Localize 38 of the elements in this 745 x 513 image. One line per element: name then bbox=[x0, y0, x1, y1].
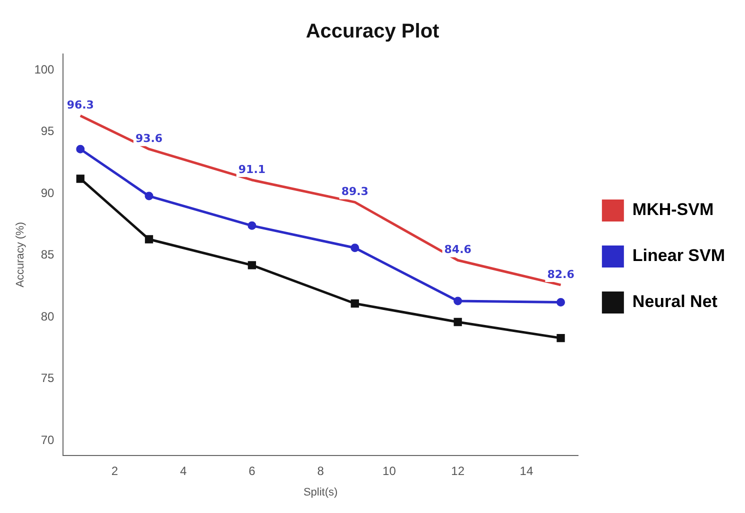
data-label: 96.3 bbox=[66, 98, 94, 112]
y-tick-label: 75 bbox=[40, 371, 55, 386]
point bbox=[76, 174, 84, 183]
x-tick-label: 12 bbox=[451, 464, 465, 478]
y-axis-title: Accuracy (%) bbox=[14, 222, 27, 288]
point bbox=[76, 144, 85, 154]
legend-label: Linear SVM bbox=[632, 246, 726, 266]
point bbox=[350, 299, 359, 308]
legend-label: Neural Net bbox=[632, 292, 718, 312]
y-tick-label: 100 bbox=[34, 62, 55, 76]
x-tick-label: 8 bbox=[317, 464, 324, 478]
y-tick-label: 85 bbox=[40, 248, 55, 262]
point bbox=[144, 192, 154, 200]
x-axis-title: Split(s) bbox=[303, 486, 338, 498]
point bbox=[350, 244, 360, 252]
y-tick-label: 95 bbox=[40, 124, 55, 138]
x-tick-label: 6 bbox=[248, 464, 256, 478]
legend-label: MKH-SVM bbox=[632, 200, 714, 220]
y-tick-label: 80 bbox=[40, 309, 55, 324]
data-label: 82.6 bbox=[547, 268, 575, 281]
x-tick-label: 10 bbox=[382, 464, 396, 478]
chart-title: Accuracy Plot bbox=[306, 20, 440, 43]
data-label: 91.1 bbox=[238, 162, 266, 176]
point bbox=[454, 296, 462, 306]
data-label: 93.6 bbox=[135, 132, 163, 145]
point bbox=[556, 334, 565, 342]
point bbox=[556, 298, 566, 306]
x-tick-label: 2 bbox=[111, 464, 118, 478]
y-tick-label: 70 bbox=[40, 432, 55, 447]
point bbox=[248, 261, 256, 270]
data-label: 84.6 bbox=[444, 243, 472, 256]
point bbox=[454, 318, 462, 326]
point bbox=[248, 221, 256, 230]
y-tick-label: 90 bbox=[40, 186, 55, 200]
point bbox=[144, 235, 154, 244]
x-tick-label: 14 bbox=[520, 464, 534, 478]
x-tick-label: 4 bbox=[180, 464, 187, 478]
data-label: 89.3 bbox=[341, 185, 368, 198]
